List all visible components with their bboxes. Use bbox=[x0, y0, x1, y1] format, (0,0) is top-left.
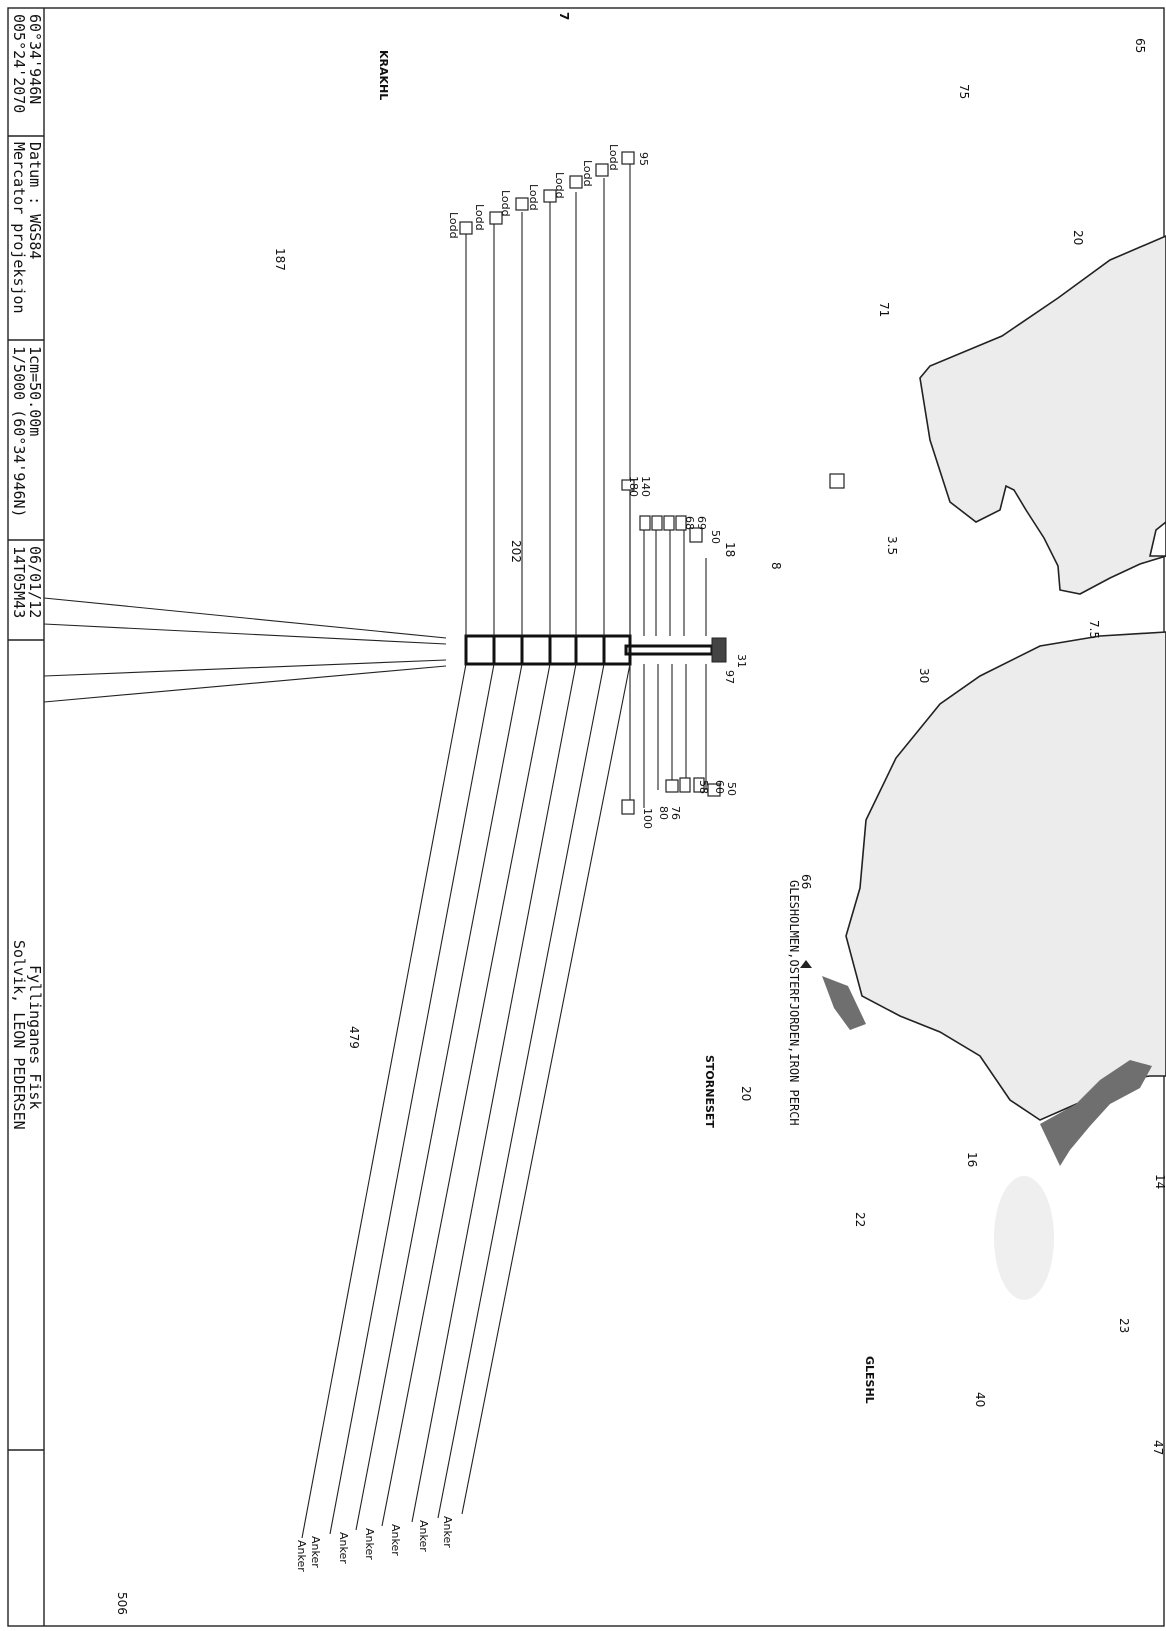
right-number: 76 bbox=[669, 806, 682, 820]
bridle-number: 180 bbox=[627, 476, 640, 497]
site-name: Fyllinganes Fisk bbox=[26, 965, 44, 1110]
scale-metric: 1cm=50.00m bbox=[26, 346, 44, 436]
weight-label: Lodd bbox=[553, 172, 566, 199]
anchor-label: Anker bbox=[389, 1524, 402, 1556]
mooring-system: Anker Anker Anker Anker Anker Anker Anke… bbox=[43, 144, 748, 1572]
anchor-label: Anker bbox=[363, 1528, 376, 1560]
right-number: 60 bbox=[713, 780, 726, 794]
anchor-label: Anker bbox=[441, 1516, 454, 1548]
edge-mark: 7 bbox=[557, 12, 571, 20]
title-block: 60°34'946N 005°24'2070 Datum : WGS84 Mer… bbox=[8, 8, 45, 1626]
date-label: 06/01/12 bbox=[26, 546, 44, 618]
buoy-box bbox=[515, 197, 529, 211]
buoy-box bbox=[489, 211, 503, 225]
right-number: 58 bbox=[697, 780, 710, 794]
depth-sounding: 20 bbox=[739, 1086, 753, 1101]
depth-sounding: 66 bbox=[799, 874, 813, 889]
weight-label: Lodd bbox=[607, 144, 620, 171]
mooring-marker-icon bbox=[829, 473, 845, 489]
depth-label: 95 bbox=[637, 152, 650, 166]
bridle-number: 68 bbox=[683, 516, 696, 530]
depth-sounding: 479 bbox=[347, 1026, 361, 1049]
anchor-label: Anker bbox=[417, 1520, 430, 1552]
depth-sounding: 75 bbox=[957, 84, 971, 99]
right-number: 80 bbox=[657, 806, 670, 820]
right-number: 50 bbox=[725, 782, 738, 796]
depth-sounding: 14 bbox=[1153, 1174, 1166, 1189]
light-beacon-icon bbox=[800, 960, 812, 968]
northern-island-notch bbox=[1148, 520, 1166, 557]
depth-sounding: 30 bbox=[917, 668, 931, 683]
depth-sounding: 47 bbox=[1151, 1440, 1165, 1455]
weight-label: Lodd bbox=[473, 204, 486, 231]
shoal-area bbox=[994, 1176, 1054, 1300]
coordinate-lat: 60°34'946N bbox=[26, 14, 44, 104]
buoy-box bbox=[595, 163, 609, 177]
land-areas bbox=[822, 235, 1166, 1300]
buoy-box bbox=[459, 221, 473, 235]
depth-sounding: 3.5 bbox=[885, 536, 899, 555]
anchor-label: Anker bbox=[309, 1536, 322, 1568]
bridle-number: 69 bbox=[695, 516, 708, 530]
coordinate-lon: 005°24'2070 bbox=[10, 14, 28, 113]
depth-sounding: 16 bbox=[965, 1152, 979, 1167]
place-name-krakhl: KRAKHL bbox=[377, 50, 390, 100]
weight-label: Lodd bbox=[581, 160, 594, 187]
depth-sounding: 20 bbox=[1071, 230, 1085, 245]
place-name-storneset: STORNESET bbox=[703, 1055, 716, 1128]
buoy-box bbox=[621, 151, 635, 165]
depth-sounding: 506 bbox=[115, 1592, 129, 1615]
bridle-number: 140 bbox=[639, 476, 652, 497]
depth-sounding: 71 bbox=[877, 302, 891, 317]
southern-island bbox=[845, 631, 1166, 1121]
feed-barge bbox=[711, 637, 727, 663]
buoy-box bbox=[543, 189, 557, 203]
weight-label: Lodd bbox=[527, 184, 540, 211]
depth-sounding: 7.5 bbox=[1087, 620, 1101, 639]
depth-sounding: 22 bbox=[853, 1212, 867, 1227]
rock-outcrop-north bbox=[822, 976, 866, 1030]
farm-frame bbox=[464, 634, 632, 666]
northern-island bbox=[919, 235, 1166, 595]
right-number: 100 bbox=[641, 808, 654, 829]
site-owner: Solvik, LEON PEDERSEN bbox=[10, 940, 28, 1130]
anchor-label: Anker bbox=[295, 1540, 308, 1572]
projection-label: Mercator projeksjon bbox=[10, 142, 28, 314]
scale-ratio: 1/5000 (60°34'946N) bbox=[10, 346, 28, 518]
rock-outcrop-south bbox=[1040, 1060, 1152, 1166]
buoy-box bbox=[569, 175, 583, 189]
depth-sounding: 40 bbox=[973, 1392, 987, 1407]
depth-sounding: 187 bbox=[273, 248, 287, 271]
depth-sounding: 65 bbox=[1133, 38, 1147, 53]
small-number: 97 bbox=[723, 670, 736, 684]
weight-label: Lodd bbox=[447, 212, 460, 239]
weight-label: Lodd bbox=[499, 190, 512, 217]
datum-label: Datum : WGS84 bbox=[26, 142, 44, 259]
depth-soundings: 65 75 20 71 3.5 8 7.5 30 66 20 16 14 22 … bbox=[115, 38, 1166, 1615]
depth-sounding: 8 bbox=[769, 562, 783, 570]
place-name-gleshl: GLESHL bbox=[863, 1356, 876, 1404]
bridle-number: 50 bbox=[709, 530, 722, 544]
place-name-glesholmen: GLESHOLMEN,OSTERFJORDEN,IRON PERCH bbox=[787, 880, 801, 1126]
bridle-number: 18 bbox=[723, 542, 737, 557]
anchor-label: Anker bbox=[337, 1532, 350, 1564]
depth-sounding: 202 bbox=[509, 540, 523, 563]
time-code: 14T05M43 bbox=[10, 546, 28, 618]
small-number: 31 bbox=[735, 654, 748, 668]
depth-sounding: 23 bbox=[1117, 1318, 1131, 1333]
feed-barge-line bbox=[624, 644, 714, 656]
